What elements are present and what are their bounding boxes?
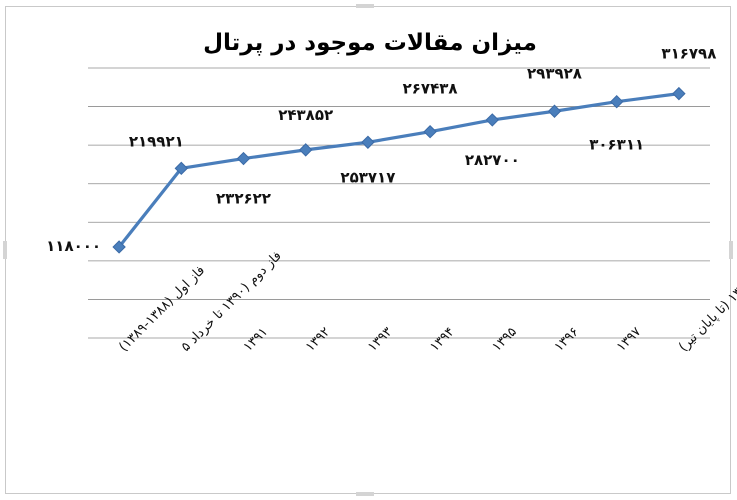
data-label: ۳۰۶۳۱۱ — [589, 136, 644, 154]
data-point-marker — [174, 161, 189, 176]
gridlines — [88, 67, 710, 339]
data-label: ۱۱۸۰۰۰ — [46, 237, 101, 255]
data-label: ۲۴۳۸۵۲ — [278, 106, 333, 124]
x-axis-tick-labels: فاز اول (۱۳۸۸-۱۳۸۹)فاز دوم (۱۳۹۰ تا خردا… — [116, 249, 737, 355]
series-line — [117, 92, 680, 248]
resize-handle-right[interactable] — [729, 241, 733, 259]
x-tick-label: ۱۳۹۳ — [365, 324, 395, 354]
data-label: ۲۱۹۹۲۱ — [129, 132, 184, 150]
data-label: ۳۱۶۷۹۸ — [661, 45, 716, 63]
data-point-marker — [112, 240, 126, 254]
data-label: ۲۹۳۹۲۸ — [527, 64, 582, 82]
resize-handle-left[interactable] — [3, 241, 7, 259]
data-label: ۲۵۳۷۱۷ — [340, 168, 395, 186]
data-point-marker — [547, 104, 562, 118]
series-markers — [112, 86, 686, 254]
data-point-marker — [236, 151, 251, 166]
series-polyline — [117, 92, 680, 248]
data-point-marker — [485, 113, 500, 127]
x-tick-label: ۱۳۹۱ — [241, 324, 271, 354]
chart-frame — [5, 6, 731, 494]
data-point-marker — [609, 94, 624, 109]
x-tick-label: فاز دوم (۱۳۹۰ تا خرداد ۵ — [179, 249, 285, 355]
data-label: ۲۸۲۷۰۰ — [465, 151, 520, 169]
x-tick-label: ۱۳۹۲ — [303, 324, 333, 354]
data-point-marker — [423, 124, 437, 139]
x-tick-label: ۱۳۹۵ — [490, 324, 520, 354]
data-labels: ۱۱۸۰۰۰ ۲۱۹۹۲۱ ۲۳۲۶۲۲ ۲۴۳۸۵۲ ۲۵۳۷۱۷ ۲۶۷۴۳۸ ۲۸۲۷… — [46, 45, 716, 255]
data-point-marker — [672, 86, 686, 101]
resize-handle-top[interactable] — [356, 4, 374, 8]
data-point-marker — [298, 143, 313, 157]
data-point-marker — [361, 135, 375, 149]
resize-handle-bottom[interactable] — [356, 492, 374, 496]
x-tick-label: ۱۳۹۷ — [614, 324, 644, 354]
x-tick-label: ۱۳۹۸ (تا پایان تیر) — [676, 275, 737, 355]
data-label: ۲۳۲۶۲۲ — [216, 190, 271, 208]
x-tick-label: ۱۳۹۴ — [427, 324, 457, 354]
chart-title: میزان مقالات موجود در پرتال — [203, 30, 537, 56]
x-tick-label: ۱۳۹۶ — [552, 324, 582, 354]
data-label: ۲۶۷۴۳۸ — [403, 80, 458, 98]
